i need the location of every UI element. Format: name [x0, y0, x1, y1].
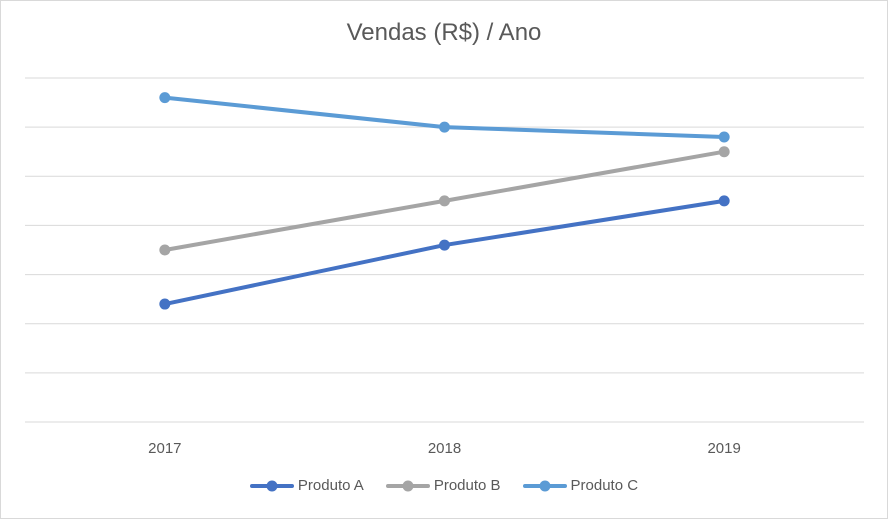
data-point [159, 244, 171, 256]
legend: Produto A Produto B Produto C [1, 477, 887, 494]
x-tick-label: 2018 [428, 440, 461, 457]
legend-label: Produto B [433, 477, 501, 494]
x-tick-label: 2019 [707, 440, 740, 457]
legend-label: Produto A [297, 477, 364, 494]
data-point [439, 195, 450, 207]
series-line-1 [162, 198, 727, 307]
x-tick-label: 2017 [148, 440, 181, 457]
data-point [718, 195, 730, 207]
data-point [159, 298, 171, 310]
legend-label: Produto C [570, 477, 639, 494]
legend-swatch [522, 480, 567, 491]
data-point [439, 121, 450, 133]
legend-item: Produto C [522, 477, 639, 494]
data-point [159, 92, 171, 104]
legend-item: Produto A [249, 477, 364, 494]
data-point [439, 239, 450, 251]
data-point [718, 146, 730, 158]
chart-title: Vendas (R$) / Ano [346, 19, 542, 46]
legend-swatch [249, 480, 294, 491]
legend-swatch [385, 480, 430, 491]
legend-item: Produto B [385, 477, 501, 494]
data-point [718, 131, 730, 143]
